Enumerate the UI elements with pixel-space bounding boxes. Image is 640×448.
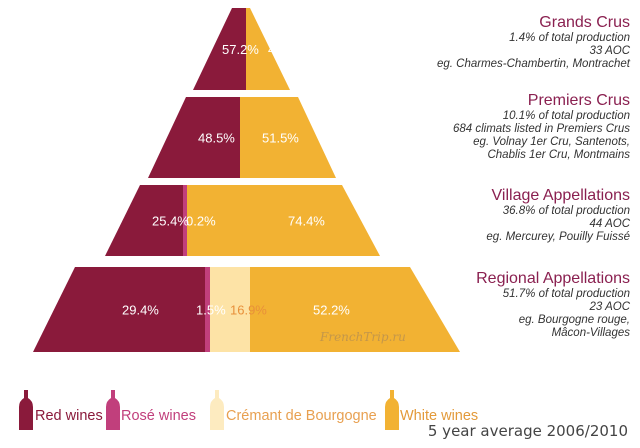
pyramid-level — [105, 185, 380, 256]
level-line: 51.7% of total production — [502, 288, 630, 300]
segment-white-wines — [187, 185, 380, 256]
data-label: 25.4% — [152, 214, 189, 229]
level-line: eg. Charmes-Chambertin, Montrachet — [436, 58, 630, 70]
data-label: 52.2% — [313, 303, 350, 318]
level-line: 33 AOC — [589, 45, 630, 57]
bottle-icon — [385, 390, 399, 430]
bottle-icon — [106, 390, 120, 430]
data-label: 0.2% — [186, 214, 216, 229]
watermark: FrenchTrip.ru — [320, 330, 406, 344]
level-line: eg. Bourgogne rouge, — [518, 314, 630, 326]
legend-rose: Rosé wines — [121, 408, 196, 424]
level-line: 36.8% of total production — [502, 205, 630, 217]
data-label: 48.5% — [198, 131, 235, 146]
segment-cr-mant-de-bourgogne — [210, 267, 250, 352]
level-line: 44 AOC — [589, 218, 630, 230]
level-title: Village Appellations — [491, 187, 630, 204]
level-line: 1.4% of total production — [509, 32, 630, 44]
data-label: 42.8% — [268, 42, 305, 57]
data-label: 16.9% — [230, 303, 267, 318]
segment-red-wines — [33, 267, 205, 352]
data-label: 57.2% — [222, 42, 259, 57]
level-title: Grands Crus — [539, 14, 630, 31]
level-line: Mâcon-Villages — [551, 327, 630, 339]
bottle-icon — [19, 390, 33, 430]
level-line: Chablis 1er Cru, Montmains — [487, 149, 630, 161]
level-line: eg. Mercurey, Pouilly Fuissé — [486, 231, 630, 243]
segment-ros-wines — [205, 267, 210, 352]
level-regional: Regional Appellations 51.7% of total pro… — [476, 270, 630, 340]
segment-ros-wines — [183, 185, 187, 256]
data-label: 74.4% — [288, 214, 325, 229]
level-title: Premiers Crus — [527, 92, 630, 109]
legend-white: White wines — [400, 408, 479, 424]
data-label: 1.5% — [196, 303, 226, 318]
level-grands-crus: Grands Crus 1.4% of total production 33 … — [437, 14, 630, 71]
legend-cremant: Crémant de Bourgogne — [226, 408, 377, 424]
level-line: eg. Volnay 1er Cru, Santenots, — [473, 136, 630, 148]
level-premiers-crus: Premiers Crus 10.1% of total production … — [453, 92, 630, 162]
footnote: 5 year average 2006/2010 — [427, 422, 628, 440]
level-line: 684 climats listed in Premiers Crus — [452, 123, 630, 135]
bottle-icon — [210, 390, 224, 430]
segment-red-wines — [193, 8, 246, 90]
level-line: 10.1% of total production — [502, 110, 630, 122]
data-label: 51.5% — [262, 131, 299, 146]
level-title: Regional Appellations — [476, 270, 630, 287]
legend-red: Red wines — [35, 408, 103, 424]
data-label: 29.4% — [122, 303, 159, 318]
level-line: 23 AOC — [589, 301, 630, 313]
level-village: Village Appellations 36.8% of total prod… — [486, 187, 630, 244]
